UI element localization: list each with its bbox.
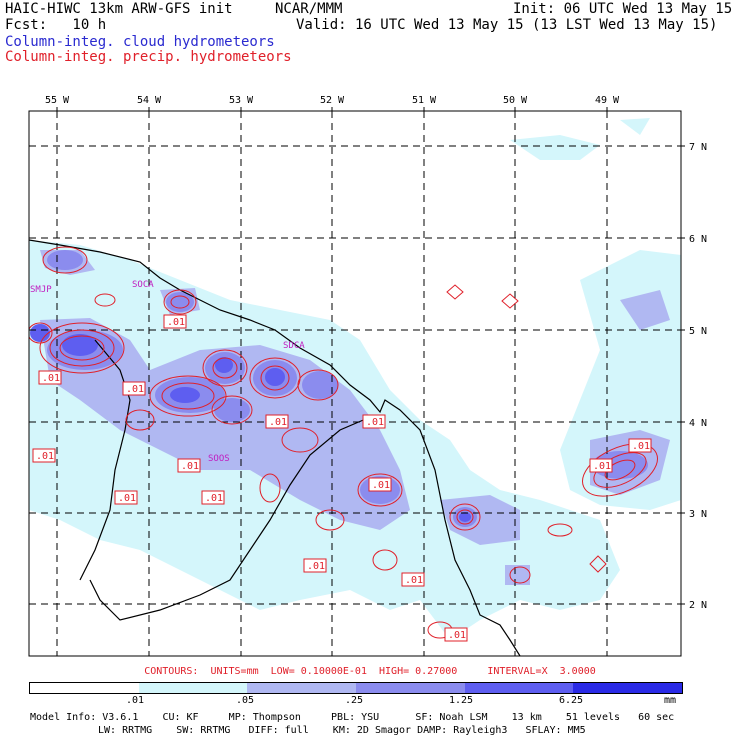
contour-info: CONTOURS: UNITS=mm LOW= 0.10000E-01 HIGH… bbox=[144, 666, 596, 677]
legend-cloud: Column-integ. cloud hydrometeors bbox=[5, 34, 275, 50]
header-center: NCAR/MMM bbox=[275, 1, 343, 17]
colorbar-bin bbox=[464, 683, 574, 693]
legend-precip: Column-integ. precip. hydrometeors bbox=[5, 49, 292, 65]
svg-text:.01: .01 bbox=[632, 441, 650, 452]
plot-frame bbox=[28, 110, 682, 657]
svg-text:.01: .01 bbox=[366, 417, 384, 428]
cloud-shading bbox=[29, 118, 681, 640]
colorbar-label: 1.25 bbox=[449, 695, 474, 706]
contour-label: .01 bbox=[303, 558, 327, 573]
svg-text:.01: .01 bbox=[372, 480, 390, 491]
model-info-line2: LW: RRTMG SW: RRTMG DIFF: full KM: 2D Sm… bbox=[98, 725, 586, 736]
contour-label: .01 bbox=[122, 381, 146, 396]
header-title: HAIC-HIWC 13km ARW-GFS init bbox=[5, 1, 233, 17]
station-label: SOOS bbox=[208, 454, 230, 464]
contour-label: .01 bbox=[589, 458, 613, 473]
lat-label: 4 N bbox=[689, 418, 707, 429]
colorbar-bin bbox=[573, 683, 683, 693]
contour-label: .01 bbox=[177, 458, 201, 473]
svg-text:.01: .01 bbox=[126, 384, 144, 395]
colorbar-unit: mm bbox=[664, 695, 677, 706]
header-valid: Valid: 16 UTC Wed 13 May 15 (13 LST Wed … bbox=[296, 17, 718, 33]
svg-text:.01: .01 bbox=[118, 493, 136, 504]
colorbar-bin bbox=[138, 683, 248, 693]
svg-text:.01: .01 bbox=[593, 461, 611, 472]
header-init: Init: 06 UTC Wed 13 May 15 bbox=[513, 1, 733, 17]
station-label: SMJP bbox=[30, 285, 52, 295]
colorbar-label: 6.25 bbox=[559, 695, 584, 706]
lat-label: 3 N bbox=[689, 509, 707, 520]
station-label: SDCA bbox=[283, 341, 305, 351]
contour-label: .01 bbox=[444, 627, 468, 642]
lon-label: 55 W bbox=[45, 95, 70, 106]
contour-label: .01 bbox=[628, 438, 652, 453]
model-info-line1: Model Info: V3.6.1 CU: KF MP: Thompson P… bbox=[30, 712, 675, 723]
colorbar-bin bbox=[30, 683, 139, 693]
lon-label: 49 W bbox=[595, 95, 620, 106]
colorbar-bin bbox=[247, 683, 357, 693]
station-label: SOCA bbox=[132, 280, 154, 290]
lon-label: 50 W bbox=[503, 95, 528, 106]
svg-text:.01: .01 bbox=[307, 561, 325, 572]
svg-text:.01: .01 bbox=[181, 461, 199, 472]
contour-label: .01 bbox=[265, 414, 289, 429]
colorbar-label: .05 bbox=[236, 695, 255, 706]
contour-label: .01 bbox=[114, 490, 138, 505]
contour-label: .01 bbox=[401, 572, 425, 587]
contour-label: .01 bbox=[32, 448, 56, 463]
lon-label: 53 W bbox=[229, 95, 254, 106]
axis-ticks bbox=[56, 107, 685, 605]
precip-contours bbox=[29, 246, 658, 639]
lon-label: 54 W bbox=[137, 95, 162, 106]
svg-text:.01: .01 bbox=[42, 373, 60, 384]
svg-text:.01: .01 bbox=[205, 493, 223, 504]
lat-label: 5 N bbox=[689, 326, 707, 337]
coastline bbox=[29, 239, 521, 656]
contour-label: .01 bbox=[201, 490, 225, 505]
svg-text:.01: .01 bbox=[448, 630, 466, 641]
svg-text:.01: .01 bbox=[36, 451, 54, 462]
contour-label: .01 bbox=[38, 370, 62, 385]
colorbar-bin bbox=[356, 683, 465, 693]
contour-label: .01 bbox=[368, 477, 392, 492]
lat-label: 6 N bbox=[689, 234, 707, 245]
svg-text:.01: .01 bbox=[405, 575, 423, 586]
svg-text:.01: .01 bbox=[269, 417, 287, 428]
colorbar-label: .25 bbox=[345, 695, 364, 706]
lon-label: 52 W bbox=[320, 95, 345, 106]
contour-label: .01 bbox=[163, 314, 187, 329]
svg-text:.01: .01 bbox=[167, 317, 185, 328]
latlon-grid bbox=[29, 111, 681, 656]
colorbar bbox=[29, 682, 683, 694]
lat-label: 7 N bbox=[689, 142, 707, 153]
contour-label: .01 bbox=[362, 414, 386, 429]
header-forecast: Fcst: 10 h bbox=[5, 17, 107, 33]
lat-label: 2 N bbox=[689, 600, 707, 611]
colorbar-label: .01 bbox=[126, 695, 145, 706]
lon-label: 51 W bbox=[412, 95, 437, 106]
